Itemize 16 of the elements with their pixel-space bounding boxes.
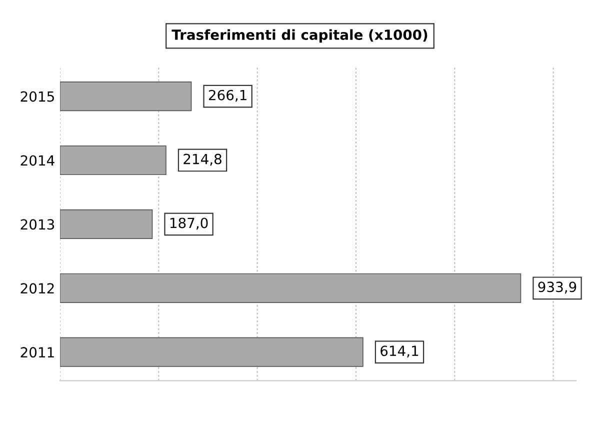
y-tick-label: 2012 (20, 283, 54, 294)
data-label: 187,0 (170, 218, 208, 230)
y-tick-label: 2015 (20, 91, 54, 102)
data-label: 933,9 (538, 282, 576, 294)
bar (60, 81, 192, 112)
data-label: 214,8 (184, 154, 222, 166)
bar (60, 209, 153, 239)
data-label: 266,1 (208, 90, 246, 102)
y-tick-label: 2011 (20, 347, 54, 358)
bar (60, 145, 166, 176)
chart-title: Trasferimenti di capitale (x1000) (172, 29, 428, 43)
y-tick-label: 2014 (20, 155, 54, 166)
y-tick-label: 2013 (20, 219, 54, 230)
bar (60, 273, 522, 303)
bar (60, 337, 364, 367)
data-label: 614,1 (380, 346, 418, 358)
